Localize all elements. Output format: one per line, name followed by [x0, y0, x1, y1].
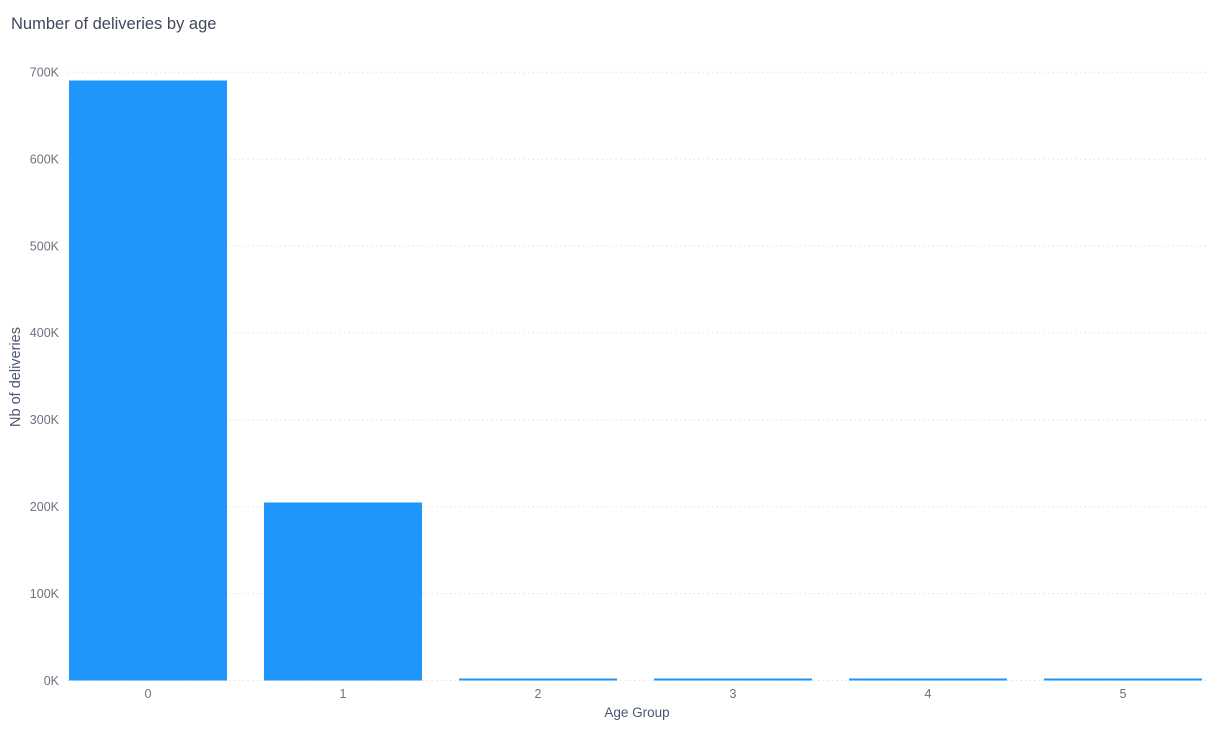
svg-text:0: 0 — [145, 687, 152, 701]
svg-text:200K: 200K — [30, 500, 60, 514]
svg-text:4: 4 — [925, 687, 932, 701]
svg-text:600K: 600K — [30, 152, 60, 166]
svg-text:1: 1 — [340, 687, 347, 701]
svg-text:300K: 300K — [30, 413, 60, 427]
svg-text:5: 5 — [1120, 687, 1127, 701]
svg-text:2: 2 — [535, 687, 542, 701]
svg-text:500K: 500K — [30, 239, 60, 253]
svg-text:0K: 0K — [44, 674, 60, 688]
svg-text:3: 3 — [730, 687, 737, 701]
svg-text:400K: 400K — [30, 326, 60, 340]
svg-text:Nb of deliveries: Nb of deliveries — [8, 327, 24, 427]
svg-text:Age Group: Age Group — [604, 705, 669, 720]
svg-text:100K: 100K — [30, 587, 60, 601]
svg-text:700K: 700K — [30, 66, 60, 80]
